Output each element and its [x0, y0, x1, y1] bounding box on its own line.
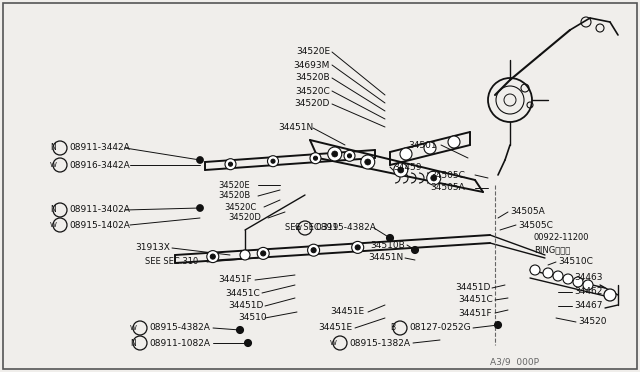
Circle shape — [311, 248, 316, 253]
Text: 34451F: 34451F — [218, 276, 252, 285]
Text: 34459: 34459 — [393, 163, 422, 171]
Text: N: N — [130, 339, 136, 347]
Text: N: N — [50, 144, 56, 153]
Circle shape — [448, 136, 460, 148]
Circle shape — [355, 245, 360, 250]
Text: 34520C: 34520C — [224, 202, 256, 212]
Text: 34520E: 34520E — [296, 48, 330, 57]
Text: 34451D: 34451D — [455, 283, 490, 292]
Circle shape — [225, 159, 236, 170]
Text: 08915-4382A: 08915-4382A — [149, 324, 210, 333]
Text: 34520B: 34520B — [296, 74, 330, 83]
Circle shape — [543, 268, 553, 278]
Circle shape — [257, 247, 269, 259]
Text: A3/9  000P: A3/9 000P — [490, 357, 539, 366]
Circle shape — [268, 156, 278, 167]
Circle shape — [244, 340, 252, 346]
Text: W: W — [49, 162, 56, 168]
Circle shape — [228, 162, 232, 166]
Text: 34451E: 34451E — [318, 324, 352, 333]
Text: 34505C: 34505C — [430, 170, 465, 180]
Text: 34505A: 34505A — [510, 208, 545, 217]
Text: W: W — [330, 340, 337, 346]
Text: 34520E: 34520E — [218, 180, 250, 189]
Text: 34505A: 34505A — [430, 183, 465, 192]
Text: SEE SEC.310: SEE SEC.310 — [145, 257, 198, 266]
Text: 34510C: 34510C — [558, 257, 593, 266]
Circle shape — [237, 327, 243, 334]
Circle shape — [344, 150, 355, 161]
Circle shape — [328, 147, 342, 161]
Text: 34463: 34463 — [574, 273, 602, 282]
Text: 34451F: 34451F — [458, 308, 492, 317]
Circle shape — [310, 153, 321, 164]
Text: 08911-1082A: 08911-1082A — [149, 339, 210, 347]
Text: B: B — [390, 324, 396, 333]
Text: RINGリング: RINGリング — [534, 246, 570, 254]
Circle shape — [308, 244, 319, 256]
Circle shape — [240, 250, 250, 260]
Circle shape — [394, 163, 408, 177]
Text: 34467: 34467 — [574, 301, 602, 311]
Text: 34462: 34462 — [574, 288, 602, 296]
Circle shape — [495, 321, 502, 328]
Circle shape — [332, 151, 338, 157]
Text: 34520D: 34520D — [294, 99, 330, 109]
Circle shape — [604, 289, 616, 301]
Text: 34520C: 34520C — [295, 87, 330, 96]
Circle shape — [196, 205, 204, 212]
Text: 08911-3402A: 08911-3402A — [69, 205, 130, 215]
Circle shape — [412, 247, 419, 253]
Circle shape — [573, 277, 583, 287]
Circle shape — [553, 271, 563, 281]
Circle shape — [196, 157, 204, 164]
Circle shape — [431, 175, 436, 181]
Text: 34693M: 34693M — [294, 61, 330, 70]
Circle shape — [361, 155, 375, 169]
Circle shape — [207, 251, 219, 263]
Text: W: W — [294, 225, 301, 231]
Circle shape — [314, 156, 317, 160]
Text: SEE SEC.319: SEE SEC.319 — [285, 224, 339, 232]
Text: 34501: 34501 — [408, 141, 436, 150]
Circle shape — [387, 234, 394, 241]
Circle shape — [400, 148, 412, 160]
Text: 34510B: 34510B — [370, 241, 404, 250]
Circle shape — [211, 254, 215, 259]
Circle shape — [397, 167, 404, 173]
Circle shape — [365, 159, 371, 165]
Text: 34520D: 34520D — [228, 214, 261, 222]
Text: 34505C: 34505C — [518, 221, 553, 230]
Text: 34510: 34510 — [238, 314, 267, 323]
Text: 00922-11200: 00922-11200 — [534, 234, 589, 243]
Text: 34520B: 34520B — [218, 192, 250, 201]
Text: 08911-3442A: 08911-3442A — [69, 144, 130, 153]
Text: 08915-1402A: 08915-1402A — [69, 221, 130, 230]
Text: 08127-0252G: 08127-0252G — [409, 324, 470, 333]
Text: 31913X: 31913X — [135, 244, 170, 253]
Circle shape — [563, 274, 573, 284]
Text: W: W — [49, 222, 56, 228]
Text: 08915-1382A: 08915-1382A — [349, 339, 410, 347]
Circle shape — [260, 251, 266, 256]
Text: 08916-3442A: 08916-3442A — [69, 160, 130, 170]
Circle shape — [530, 265, 540, 275]
Text: 34451D: 34451D — [228, 301, 264, 311]
Text: 34451E: 34451E — [330, 308, 364, 317]
Text: W: W — [129, 325, 136, 331]
Text: 08915-4382A: 08915-4382A — [315, 224, 376, 232]
Circle shape — [352, 241, 364, 253]
Circle shape — [424, 142, 436, 154]
Circle shape — [271, 159, 275, 163]
Text: N: N — [50, 205, 56, 215]
Text: 34451C: 34451C — [458, 295, 493, 305]
Text: 34451N: 34451N — [368, 253, 403, 263]
Text: 34451N: 34451N — [278, 124, 313, 132]
Circle shape — [583, 280, 593, 290]
Circle shape — [348, 154, 351, 158]
Text: 34451C: 34451C — [225, 289, 260, 298]
Text: 34520: 34520 — [578, 317, 607, 327]
Circle shape — [427, 171, 441, 185]
